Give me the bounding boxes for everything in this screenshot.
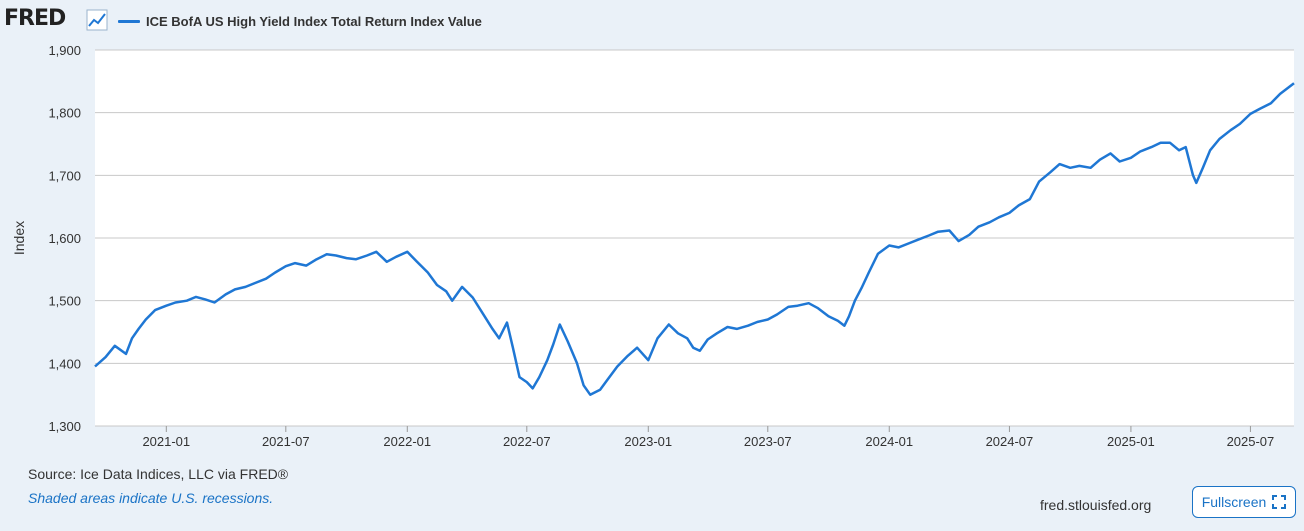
x-tick-label: 2025-07 bbox=[1227, 434, 1275, 449]
trend-chart-icon[interactable] bbox=[86, 9, 108, 31]
recession-note: Shaded areas indicate U.S. recessions. bbox=[28, 490, 274, 506]
source-text: Source: Ice Data Indices, LLC via FRED® bbox=[28, 466, 289, 482]
x-tick-label: 2022-07 bbox=[503, 434, 551, 449]
y-tick-label: 1,700 bbox=[48, 168, 81, 183]
x-tick-label: 2024-01 bbox=[865, 434, 913, 449]
y-tick-label: 1,900 bbox=[48, 43, 81, 58]
series-line[interactable] bbox=[94, 82, 1295, 396]
fred-logo[interactable]: FRED bbox=[4, 6, 66, 31]
x-tick-label: 2025-01 bbox=[1107, 434, 1155, 449]
legend-label: ICE BofA US High Yield Index Total Retur… bbox=[146, 13, 482, 29]
gridlines bbox=[95, 49, 1294, 427]
site-url[interactable]: fred.stlouisfed.org bbox=[1040, 497, 1152, 513]
fullscreen-label: Fullscreen bbox=[1201, 494, 1267, 510]
x-tick-label: 2023-01 bbox=[624, 434, 672, 449]
line-chart: 1,300 1,400 1,500 1,600 1,700 1,800 1,900 2021… bbox=[11, 43, 1295, 449]
chart-header: FRED ICE BofA US High Yield Index Total … bbox=[0, 0, 1304, 40]
y-tick-label: 1,500 bbox=[48, 294, 81, 309]
y-tick-label: 1,400 bbox=[48, 356, 81, 371]
x-tick-label: 2021-07 bbox=[262, 434, 310, 449]
chart-legend: ICE BofA US High Yield Index Total Retur… bbox=[118, 12, 482, 30]
x-tick-label: 2023-07 bbox=[744, 434, 792, 449]
x-tick-label: 2024-07 bbox=[986, 434, 1034, 449]
y-tick-label: 1,300 bbox=[48, 419, 81, 434]
y-axis-label: Index bbox=[11, 221, 27, 255]
x-tick-label: 2021-01 bbox=[142, 434, 190, 449]
y-tick-label: 1,600 bbox=[48, 231, 81, 246]
series-layer bbox=[94, 82, 1295, 396]
legend-swatch bbox=[118, 19, 140, 23]
y-tick-label: 1,800 bbox=[48, 106, 81, 121]
x-tick-label: 2022-01 bbox=[383, 434, 431, 449]
y-axis: 1,300 1,400 1,500 1,600 1,700 1,800 1,900 bbox=[48, 43, 81, 434]
x-axis: 2021-01 2021-07 2022-01 2022-07 2023-01 2023-… bbox=[142, 426, 1274, 449]
expand-icon bbox=[1272, 495, 1287, 509]
fullscreen-button[interactable]: Fullscreen bbox=[1192, 486, 1296, 518]
